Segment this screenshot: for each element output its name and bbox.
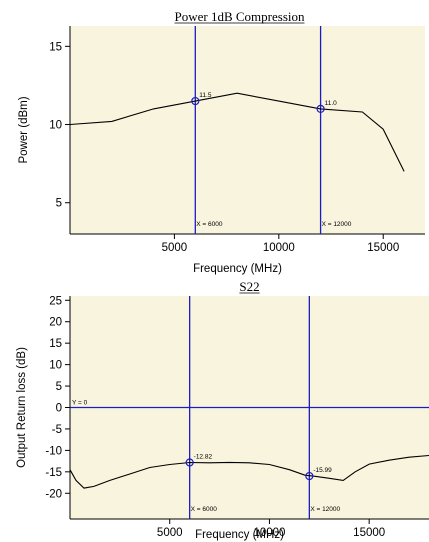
marker-point <box>316 104 325 113</box>
marker-point <box>185 458 194 467</box>
chart-s22: S22 Frequency (MHz) Output Return loss (… <box>16 279 429 541</box>
x-axis-label: Frequency (MHz) <box>193 263 282 275</box>
x-tick-label: 15000 <box>353 527 385 539</box>
x-tick-label: 15000 <box>367 242 399 254</box>
reference-line-label: Y = 0 <box>72 400 88 407</box>
x-tick-label: 10000 <box>253 527 285 539</box>
y-axis-label: Output Return loss (dB) <box>16 347 28 468</box>
y-tick-label: 0 <box>56 403 62 415</box>
marker-value-label: -12.82 <box>194 453 213 460</box>
y-tick-label: 15 <box>49 338 62 350</box>
marker-x-label: X = 6000 <box>191 506 218 513</box>
marker-x-label: X = 6000 <box>196 221 223 228</box>
marker-point <box>191 96 200 106</box>
y-tick-label: 10 <box>49 120 62 132</box>
y-axis-label: Power (dBm) <box>18 96 30 163</box>
y-tick-label: 20 <box>49 317 62 329</box>
series-line <box>69 92 405 172</box>
x-tick-label: 5000 <box>157 527 183 539</box>
y-tick-label: 10 <box>49 360 62 372</box>
marker-x-label: X = 12000 <box>310 506 340 513</box>
y-tick-label: -15 <box>45 467 62 479</box>
marker-value-label: 11.0 <box>325 100 338 107</box>
x-tick-label: 10000 <box>263 242 295 254</box>
series-line <box>69 454 429 489</box>
y-tick-label: -10 <box>45 445 62 457</box>
y-tick-label: 5 <box>56 198 62 210</box>
y-tick-label: 5 <box>56 381 62 393</box>
y-tick-label: 25 <box>49 295 62 307</box>
y-tick-label: -20 <box>45 488 62 500</box>
x-axis-label: Frequency (MHz) <box>195 529 284 541</box>
marker-x-label: X = 12000 <box>322 221 352 228</box>
y-tick-label: -5 <box>52 424 62 436</box>
marker-value-label: -15.99 <box>313 467 332 474</box>
chart-power-compression: Power 1dB Compression Frequency (MHz) Po… <box>18 9 425 275</box>
marker-value-label: 11.5 <box>199 92 212 99</box>
plot-area <box>70 26 425 234</box>
chart-title: S22 <box>239 279 259 294</box>
marker-point <box>305 471 314 481</box>
chart-title: Power 1dB Compression <box>175 9 306 24</box>
x-tick-label: 5000 <box>162 242 188 254</box>
y-tick-label: 15 <box>49 41 62 53</box>
